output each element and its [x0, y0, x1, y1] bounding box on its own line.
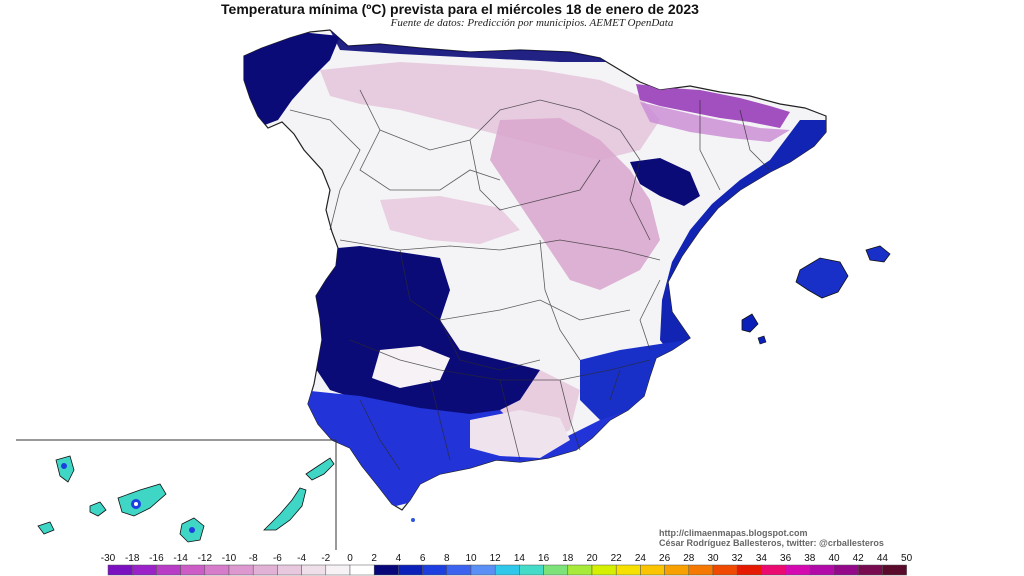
legend-tick-label: -16	[149, 553, 164, 564]
legend-swatch	[543, 564, 569, 576]
legend-tick-label: 12	[490, 553, 502, 564]
legend-swatch	[107, 564, 133, 576]
legend-tick-label: 2	[371, 553, 377, 564]
legend-swatch	[398, 564, 423, 576]
legend-tick-label: 4	[396, 553, 402, 564]
dark-blue-zone-mediterranean-coast	[660, 120, 826, 356]
teide-peak-spot	[134, 502, 138, 506]
legend-tick-label: -8	[249, 553, 258, 564]
legend-tick-label: 30	[707, 553, 719, 564]
legend-tick-label: 10	[465, 553, 477, 564]
legend-swatch	[519, 564, 544, 576]
legend-tick-label: 28	[683, 553, 695, 564]
legend-swatch	[228, 564, 254, 576]
legend-swatch	[688, 564, 714, 576]
legend-swatch	[882, 564, 907, 576]
canary-inset-frame	[16, 439, 337, 550]
legend-tick-label: 20	[586, 553, 598, 564]
blog-url-credit: http://climaenmapas.blogspot.com	[659, 528, 808, 538]
legend-swatch	[785, 564, 811, 576]
legend-swatch	[761, 564, 786, 576]
legend-tick-label: 0	[347, 553, 353, 564]
legend-tick-label: 36	[780, 553, 792, 564]
legend-swatch	[591, 564, 617, 576]
dark-blue-zone-galicia	[244, 32, 340, 126]
purple-zone-pyrenees-light	[640, 102, 790, 142]
legend-swatch	[712, 564, 738, 576]
data-source-subtitle: Fuente de datos: Predicción por municipi…	[390, 17, 674, 29]
legend-tick-label: -14	[173, 553, 188, 564]
legend-swatch	[180, 564, 206, 576]
legend-swatch	[204, 564, 230, 576]
purple-zone-pyrenees	[636, 84, 790, 128]
legend-swatch	[349, 564, 375, 576]
legend-swatch	[470, 564, 496, 576]
legend-swatch	[567, 564, 593, 576]
legend-swatch	[156, 564, 181, 576]
legend-swatch	[277, 564, 302, 576]
legend-tick-label: 50	[901, 553, 913, 564]
light-zone-andalusian-interior	[470, 410, 570, 458]
legend-swatch	[640, 564, 665, 576]
island-fuerteventura	[263, 487, 307, 531]
legend-tick-label: -2	[321, 553, 330, 564]
legend-tick-label: 14	[514, 553, 526, 564]
legend-swatch	[422, 564, 448, 576]
la-palma-cold-spot	[61, 463, 67, 469]
legend-tick-label: -18	[125, 553, 140, 564]
legend-swatch	[494, 564, 520, 576]
legend-swatch	[615, 564, 641, 576]
island-la-palma	[55, 455, 75, 483]
island-menorca	[865, 245, 891, 263]
gran-canaria-cold-spot	[189, 527, 195, 533]
legend-swatch	[325, 564, 351, 576]
dark-blue-zone-ebro	[630, 158, 700, 206]
legend-tick-label: 34	[756, 553, 768, 564]
legend-swatch	[252, 564, 278, 576]
author-credit: César Rodríguez Ballesteros, twitter: @c…	[659, 538, 884, 548]
legend-tick-label: 8	[444, 553, 450, 564]
legend-tick-label: 16	[538, 553, 550, 564]
legend-swatch	[301, 564, 327, 576]
legend-tick-label: 26	[659, 553, 671, 564]
legend-tick-label: 24	[635, 553, 647, 564]
pink-zone-iberian-system	[490, 118, 660, 290]
legend-tick-label: 22	[611, 553, 623, 564]
island-alboran	[411, 518, 415, 522]
legend-tick-label: 18	[562, 553, 574, 564]
legend-swatch	[131, 564, 157, 576]
province-boundaries	[289, 89, 771, 471]
legend-tick-label: 38	[804, 553, 816, 564]
pink-zone-central-system	[380, 196, 520, 244]
legend-tick-label: -30	[101, 553, 116, 564]
island-el-hierro	[37, 521, 55, 535]
island-tenerife	[117, 483, 167, 517]
legend-tick-label: 40	[828, 553, 840, 564]
legend-tick-label: 32	[732, 553, 744, 564]
legend-swatch	[373, 564, 399, 576]
legend-swatch	[833, 564, 859, 576]
island-formentera	[757, 335, 767, 345]
legend-tick-label: -10	[222, 553, 237, 564]
island-mallorca	[795, 257, 849, 299]
dark-blue-zone-extremadura-andalucia	[310, 246, 540, 420]
island-ibiza	[741, 313, 759, 333]
legend-swatch	[857, 564, 883, 576]
island-lanzarote	[305, 457, 335, 481]
legend-tick-label: 42	[853, 553, 865, 564]
legend-swatch	[736, 564, 762, 576]
island-la-gomera	[89, 501, 107, 517]
legend-tick-label: -6	[273, 553, 282, 564]
legend-swatch	[664, 564, 690, 576]
legend-tick-label: 44	[877, 553, 889, 564]
legend-tick-label: -12	[198, 553, 213, 564]
map-title: Temperatura mínima (ºC) prevista para el…	[221, 1, 699, 17]
legend-swatch	[446, 564, 472, 576]
legend-tick-label: 6	[420, 553, 426, 564]
legend-swatch	[809, 564, 835, 576]
legend-tick-label: -4	[297, 553, 306, 564]
